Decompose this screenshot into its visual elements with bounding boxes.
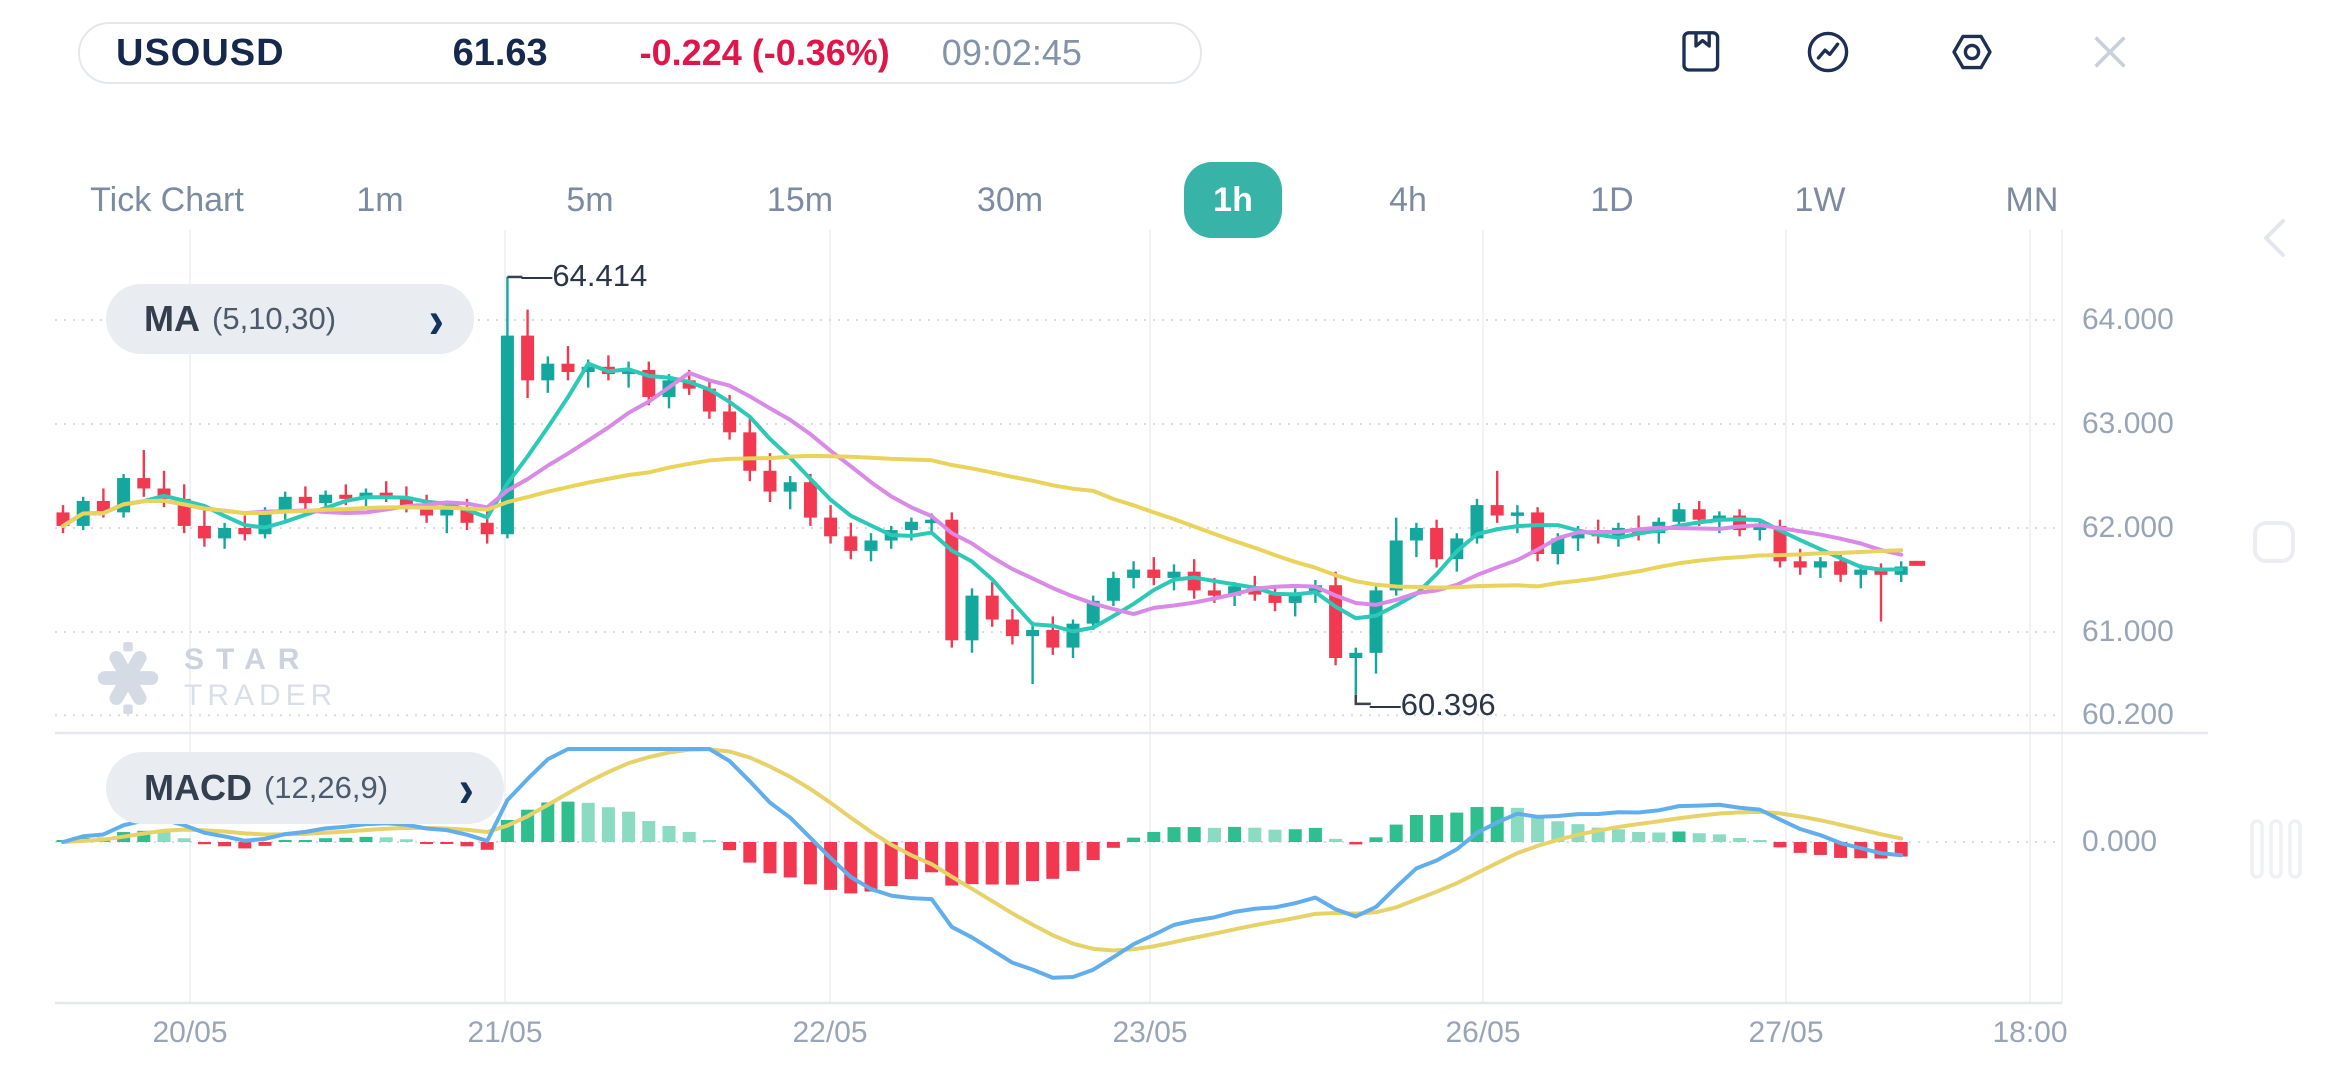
quote-time: 09:02:45	[941, 32, 1082, 73]
watermark-line1: STAR	[184, 643, 312, 676]
close-icon	[2094, 36, 2126, 68]
last-price: 61.63	[452, 31, 548, 74]
tab-15m[interactable]: 15m	[766, 181, 834, 219]
ma-indicator-pill[interactable]: MA (5,10,30) ›	[106, 284, 474, 354]
tab-5m[interactable]: 5m	[566, 181, 614, 219]
tab-1w[interactable]: 1W	[1794, 181, 1846, 219]
chevron-right-icon[interactable]: ›	[428, 289, 444, 349]
bookmark-button[interactable]	[1678, 28, 1726, 76]
chevron-right-icon[interactable]: ›	[458, 758, 474, 818]
drag-bars-handle[interactable]	[2250, 818, 2302, 885]
tab-mn[interactable]: MN	[2005, 181, 2059, 219]
symbol-name: USOUSD	[116, 31, 285, 74]
chevron-left-icon	[2264, 219, 2285, 257]
rounded-square-icon	[2253, 521, 2295, 563]
tab-4h[interactable]: 4h	[1389, 181, 1427, 219]
star-trader-watermark: STAR TRADER	[92, 642, 337, 714]
macd-indicator-pill[interactable]: MACD (12,26,9) ›	[106, 752, 504, 824]
triple-bars-icon	[2250, 819, 2302, 879]
close-button[interactable]	[2086, 28, 2134, 76]
star-trader-logo-icon	[97, 642, 159, 714]
macd-indicator-params: (12,26,9)	[263, 770, 389, 805]
collapse-panel-handle[interactable]	[2255, 216, 2299, 265]
price-change: -0.224 (-0.36%)	[639, 32, 890, 73]
tab-30m[interactable]: 30m	[976, 181, 1044, 219]
watermark-line2: TRADER	[184, 679, 338, 712]
market-trend-button[interactable]	[1804, 28, 1852, 76]
macd-indicator-name: MACD	[144, 767, 252, 808]
quote-header[interactable]: USOUSD 61.63 -0.224 (-0.36%) 09:02:45	[78, 22, 1202, 84]
ma-indicator-params: (5,10,30)	[212, 301, 337, 336]
settings-button[interactable]	[1948, 28, 1996, 76]
bookmark-icon	[1682, 31, 1720, 72]
tab-1d[interactable]: 1D	[1590, 181, 1634, 219]
gear-icon	[1952, 34, 1992, 70]
tab-1h[interactable]: 1h	[1184, 162, 1282, 238]
tab-1m[interactable]: 1m	[356, 181, 404, 219]
ma-indicator-name: MA	[144, 298, 200, 339]
panel-square-handle[interactable]	[2250, 518, 2298, 571]
tab-tick-chart[interactable]: Tick Chart	[90, 181, 244, 219]
trend-chart-icon	[1807, 31, 1849, 73]
